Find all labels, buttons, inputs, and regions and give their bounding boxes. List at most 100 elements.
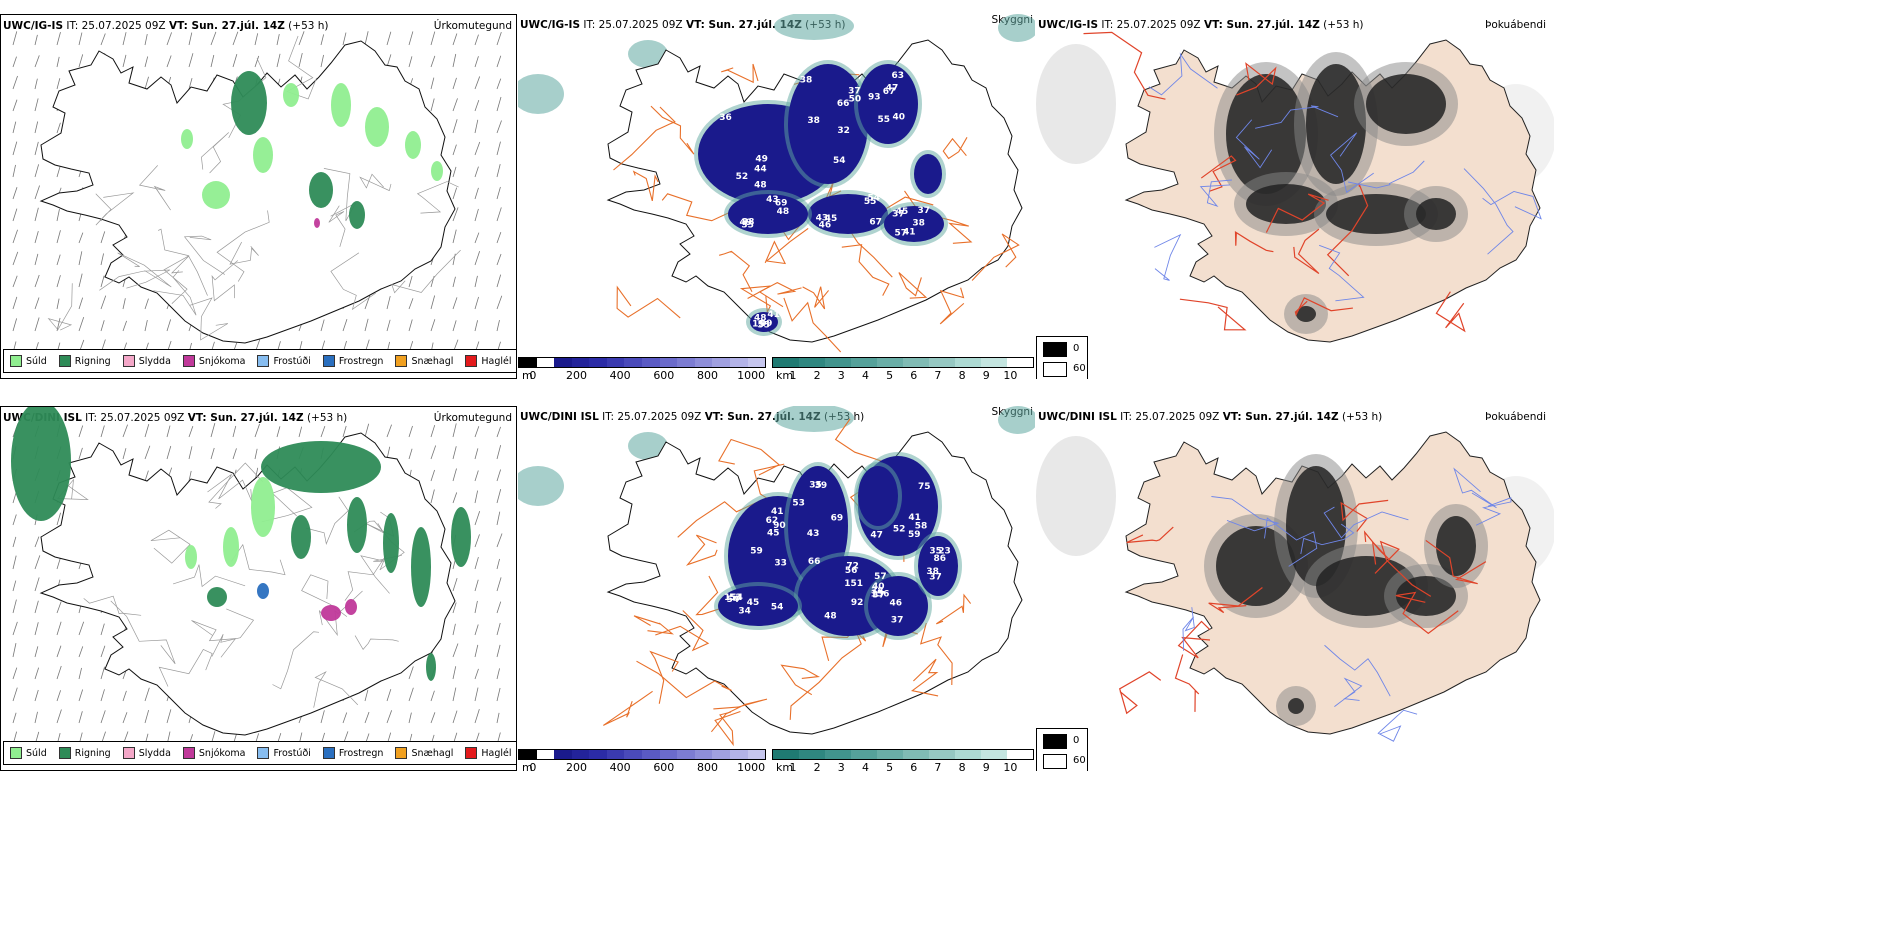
legend-label: Súld xyxy=(26,748,47,759)
cloud-base-value: 49 xyxy=(755,154,768,164)
cloud-base-value: 63 xyxy=(892,71,905,81)
legend-swatch xyxy=(323,355,335,367)
cloud-base-value: 59 xyxy=(908,530,921,540)
legend-item: Frostúði xyxy=(257,747,310,759)
fog-map-bottom xyxy=(1036,406,1554,771)
legend-item: Súld xyxy=(10,355,47,367)
cloud-base-value: 90 xyxy=(773,521,786,531)
cloud-base-value: 69 xyxy=(831,514,844,524)
legend-item: Snæhagl xyxy=(395,747,453,759)
cloud-base-value: 43 xyxy=(807,529,820,539)
colorbar-tick: 400 xyxy=(610,761,631,771)
cloud-base-value: 37 xyxy=(918,206,931,216)
legend-item: Slydda xyxy=(123,747,171,759)
colorbar-tick: 7 xyxy=(934,369,941,379)
legend-item: Súld xyxy=(10,747,47,759)
legend-label: Frostúði xyxy=(273,356,310,367)
colorbar-tick: 3 xyxy=(838,369,845,379)
cloud-base-panel-bottom: UWC/DINI ISL IT: 25.07.2025 09Z VT: Sun.… xyxy=(518,406,1035,771)
legend-item: Haglél xyxy=(465,747,511,759)
cloud-base-value: 40 xyxy=(893,113,906,123)
colorbar-tick: 200 xyxy=(566,369,587,379)
colorbar-tick: 5 xyxy=(886,369,893,379)
cloud-base-value: 54 xyxy=(833,156,846,166)
colorbar-tick: 2 xyxy=(814,761,821,771)
cloud-base-value: 54 xyxy=(868,193,881,203)
precip-legend: Súld Rigning Slydda Snjókoma Frostúði Frostre… xyxy=(3,349,517,373)
colorbar-tick: 1000 xyxy=(737,369,765,379)
precip-type-panel-top: UWC/IG-IS IT: 25.07.2025 09Z VT: Sun. 27… xyxy=(0,14,517,379)
cloud-base-value: 47 xyxy=(870,531,883,541)
cloud-base-value: 43 xyxy=(766,195,779,205)
legend-swatch xyxy=(59,747,71,759)
cloud-base-value: 38 xyxy=(807,116,820,126)
fog-legend: 0 60 xyxy=(1036,336,1088,379)
legend-swatch xyxy=(10,355,22,367)
legend-label: Rigning xyxy=(75,748,111,759)
cloud-base-map-bottom: 4162455990333569663953435847 594152757215… xyxy=(518,406,1035,771)
cloud-base-value: 44 xyxy=(754,164,767,174)
cloud-base-value: 66 xyxy=(808,557,821,567)
colorbar-tick: 9 xyxy=(983,369,990,379)
cloud-base-value: 45 xyxy=(825,214,838,224)
legend-swatch xyxy=(465,355,477,367)
precip-type-panel-bottom: UWC/DINI ISL IT: 25.07.2025 09Z VT: Sun.… xyxy=(0,406,517,771)
colorbar-tick: 5 xyxy=(886,761,893,771)
legend-item: Frostregn xyxy=(323,355,384,367)
legend-swatch xyxy=(59,355,71,367)
cloud-base-value: 151 xyxy=(844,579,863,589)
cloud-base-value: 36 xyxy=(719,113,732,123)
cloud-base-value: 52 xyxy=(893,525,906,535)
cloud-base-value: 56 xyxy=(845,566,858,576)
legend-swatch xyxy=(323,747,335,759)
colorbar-tick: 1 xyxy=(789,761,796,771)
legend-swatch xyxy=(257,747,269,759)
legend-label: Slydda xyxy=(139,748,171,759)
cloud-base-value: 57 xyxy=(874,572,887,582)
legend-label: Frostúði xyxy=(273,748,310,759)
cloud-base-value: 37 xyxy=(872,591,885,601)
cloud-base-value: 48 xyxy=(754,181,767,191)
cloud-base-value: 52 xyxy=(736,172,749,182)
cloud-base-value: 45 xyxy=(896,207,909,217)
legend-swatch xyxy=(123,355,135,367)
legend-swatch xyxy=(183,747,195,759)
legend-label: Rigning xyxy=(75,356,111,367)
legend-item: Rigning xyxy=(59,355,111,367)
visibility-colorbar: km 1 2 3 4 5 6 7 8 9 10 xyxy=(772,357,1034,379)
cloud-base-value: 54 xyxy=(727,595,740,605)
cloud-base-value: 49 xyxy=(740,218,753,228)
colorbar-tick: 10 xyxy=(1003,369,1017,379)
legend-swatch xyxy=(123,747,135,759)
cloud-base-value: 92 xyxy=(851,598,864,608)
colorbar-tick: 1000 xyxy=(737,761,765,771)
legend-item: Snæhagl xyxy=(395,355,453,367)
colorbar-tick: 800 xyxy=(697,369,718,379)
legend-label: Snæhagl xyxy=(411,356,453,367)
legend-label: Snjókoma xyxy=(199,748,246,759)
cloud-base-value: 38 xyxy=(800,75,813,85)
legend-label: Súld xyxy=(26,356,47,367)
colorbar-tick: 2 xyxy=(814,369,821,379)
fog-legend: 0 60 xyxy=(1036,728,1088,771)
legend-item: Frostregn xyxy=(323,747,384,759)
colorbar-tick: 7 xyxy=(934,761,941,771)
precip-legend: Súld Rigning Slydda Snjókoma Frostúði Frostre… xyxy=(3,741,517,765)
colorbar-tick: 200 xyxy=(566,761,587,771)
cloud-base-colorbar: m 0 200 400 600 800 1000 xyxy=(518,749,766,771)
cloud-base-value: 47 xyxy=(886,84,899,94)
legend-item: Rigning xyxy=(59,747,111,759)
cloud-base-value: 41 xyxy=(908,513,921,523)
colorbar-tick: 1 xyxy=(789,369,796,379)
cloud-base-value: 15 xyxy=(752,319,765,329)
cloud-base-value: 37 xyxy=(929,572,942,582)
cloud-base-value: 41 xyxy=(767,310,780,320)
legend-swatch xyxy=(395,747,407,759)
legend-item: Haglél xyxy=(465,355,511,367)
cloud-base-value: 39 xyxy=(815,481,828,491)
fog-map-top xyxy=(1036,14,1554,379)
cloud-base-value: 59 xyxy=(750,547,763,557)
colorbar-tick: 8 xyxy=(959,369,966,379)
colorbar-tick: 0 xyxy=(529,761,536,771)
legend-swatch xyxy=(183,355,195,367)
